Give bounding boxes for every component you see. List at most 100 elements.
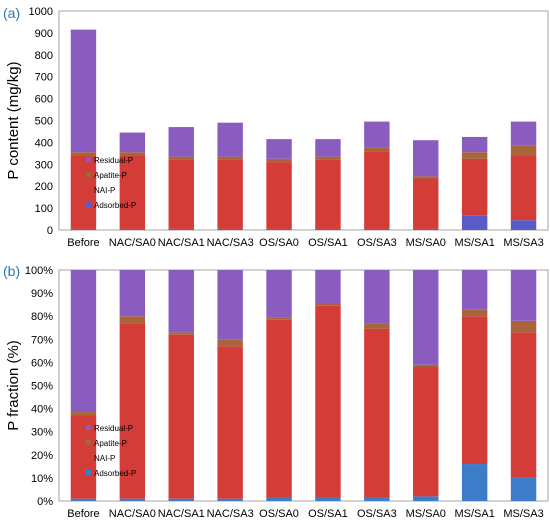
y-tick-label: 20%: [31, 450, 53, 462]
legend-label: Residual-P: [94, 156, 133, 165]
legend-label: NAI-P: [94, 454, 115, 463]
x-tick-label: OS/SA0: [259, 508, 299, 520]
bar-segment-nai-p: [168, 334, 194, 499]
bar-segment-nai-p: [217, 346, 243, 499]
bar-segment-adsorbed-p: [70, 498, 97, 501]
legend-label: Adsorbed-P: [94, 469, 136, 478]
y-tick-label: 100: [35, 203, 53, 215]
bar-segment-nai-p: [413, 178, 439, 229]
bar-segment-residual-p: [315, 139, 341, 157]
y-tick-label: 90%: [31, 288, 53, 300]
bar-segment-nai-p: [510, 155, 537, 221]
bar-segment-residual-p: [217, 122, 243, 157]
bar-segment-adsorbed-p: [70, 228, 97, 230]
x-tick-label: Before: [67, 237, 99, 249]
bar-segment-adsorbed-p: [168, 228, 194, 230]
bar-segment-apatite-p: [315, 303, 341, 306]
bar-segment-nai-p: [461, 158, 488, 216]
legend: Residual-P Apatite-P NAI-P Adsorbed-P: [86, 156, 136, 210]
y-tick-label: 1000: [29, 6, 53, 18]
x-tick-label: MS/SA1: [454, 237, 494, 249]
plot-area: [58, 269, 549, 502]
bar-segment-adsorbed-p: [461, 215, 488, 230]
bar-segment-adsorbed-p: [364, 228, 390, 230]
y-tick-label: 80%: [31, 311, 53, 323]
x-tick-label: NAC/SA1: [158, 237, 205, 249]
bar-segment-apatite-p: [266, 158, 292, 163]
x-tick-label: NAC/SA3: [207, 508, 254, 520]
legend-label: Residual-P: [94, 424, 133, 433]
plot-area: [58, 10, 549, 231]
bar-segment-apatite-p: [119, 152, 146, 156]
bar-segment-nai-p: [364, 151, 390, 229]
bar-segment-residual-p: [364, 121, 390, 148]
bar-segment-nai-p: [119, 323, 146, 499]
x-tick-label: NAC/SA1: [158, 508, 205, 520]
bar-segment-nai-p: [266, 319, 292, 498]
bar-segment-residual-p: [119, 132, 146, 153]
bar-segment-residual-p: [217, 270, 243, 340]
bar-segment-apatite-p: [119, 316, 146, 324]
bar-segment-adsorbed-p: [266, 228, 292, 230]
y-tick-label: 30%: [31, 427, 53, 439]
bar-segment-residual-p: [168, 127, 194, 157]
bar-segment-apatite-p: [266, 317, 292, 320]
x-tick-label: OS/SA1: [308, 237, 348, 249]
x-tick-label: NAC/SA3: [207, 237, 254, 249]
legend-label: Apatite-P: [94, 439, 127, 448]
bar-segment-apatite-p: [217, 339, 243, 347]
legend-swatch: [86, 157, 91, 162]
bar-segment-nai-p: [266, 162, 292, 229]
y-tick-label: 0%: [37, 496, 53, 508]
bar-segment-adsorbed-p: [461, 464, 488, 501]
y-tick-label: 300: [35, 159, 53, 171]
bar-segment-adsorbed-p: [119, 498, 146, 501]
bar-segment-residual-p: [266, 270, 292, 318]
y-tick-label: 10%: [31, 473, 53, 485]
bar-segment-adsorbed-p: [510, 477, 537, 501]
legend-swatch: [86, 202, 91, 207]
x-tick-label: NAC/SA0: [109, 237, 156, 249]
legend-swatch: [86, 440, 91, 445]
bar-segment-apatite-p: [315, 156, 341, 160]
legend-label: Adsorbed-P: [94, 201, 136, 210]
bar-segment-apatite-p: [461, 152, 488, 159]
bar-segment-residual-p: [364, 270, 390, 324]
legend-label: Apatite-P: [94, 171, 127, 180]
bar-segment-residual-p: [119, 270, 146, 317]
bar-segment-apatite-p: [364, 323, 390, 329]
bar-segment-apatite-p: [70, 152, 97, 156]
y-tick-label: 200: [35, 181, 53, 193]
bar-segment-residual-p: [70, 270, 97, 413]
y-tick-label: 100%: [25, 265, 53, 277]
bar-segment-nai-p: [70, 155, 97, 229]
legend-swatch: [86, 470, 91, 475]
bar-segment-adsorbed-p: [266, 497, 292, 501]
legend-swatch: [86, 172, 91, 177]
bar-segment-nai-p: [510, 332, 537, 478]
bar-segment-residual-p: [461, 270, 488, 310]
x-tick-label: MS/SA0: [406, 508, 446, 520]
bar-segment-adsorbed-p: [119, 228, 146, 230]
bar-segment-nai-p: [413, 367, 439, 497]
bar-segment-residual-p: [266, 139, 292, 159]
y-tick-label: 800: [35, 50, 53, 62]
bar-segment-residual-p: [70, 29, 97, 153]
x-tick-label: MS/SA3: [503, 508, 543, 520]
bar-segment-apatite-p: [510, 145, 537, 156]
bar-segment-residual-p: [510, 121, 537, 146]
y-tick-label: 400: [35, 137, 53, 149]
x-tick-label: OS/SA3: [357, 508, 397, 520]
y-tick-label: 900: [35, 28, 53, 40]
y-tick-label: 0: [47, 225, 53, 237]
bar-segment-adsorbed-p: [315, 497, 341, 501]
bar-segment-residual-p: [510, 270, 537, 321]
legend-swatch: [86, 455, 91, 460]
bar-segment-apatite-p: [461, 309, 488, 317]
bar-segment-adsorbed-p: [364, 497, 390, 501]
legend-label: NAI-P: [94, 186, 115, 195]
y-tick-label: 60%: [31, 357, 53, 369]
y-tick-label: 70%: [31, 334, 53, 346]
y-tick-label: 40%: [31, 404, 53, 416]
